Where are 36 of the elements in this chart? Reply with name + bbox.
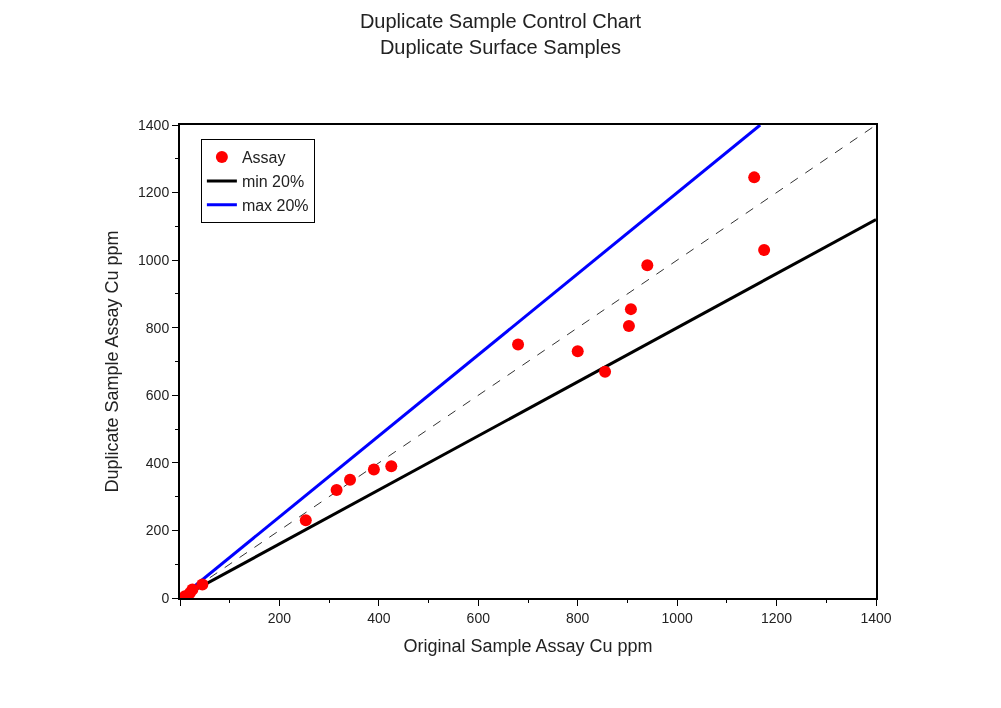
point (330, 483, 343, 496)
point (196, 578, 209, 591)
y-tick-label: 1400 (138, 116, 170, 133)
y-tick-label: 400 (145, 454, 170, 471)
x-tick-label: 1400 (860, 609, 892, 626)
x-tick-label: 600 (466, 609, 491, 626)
point (299, 514, 312, 527)
y-tick-label: 1200 (138, 184, 170, 201)
x-tick-label: 1200 (760, 609, 793, 626)
legend-label: min 20% (241, 173, 305, 191)
x-tick-label: 800 (566, 609, 590, 626)
point (748, 171, 761, 184)
point (512, 338, 525, 351)
point (624, 303, 637, 316)
y-tick-label: 0 (161, 589, 170, 606)
point (622, 320, 635, 333)
chart-title: Duplicate Sample Control Chart (359, 10, 642, 33)
legend-label: Assay (241, 149, 286, 167)
point (599, 365, 612, 378)
x-tick-label: 200 (267, 609, 292, 626)
y-tick-label: 600 (145, 387, 170, 404)
legend-label: max 20% (241, 196, 309, 214)
point (641, 259, 654, 272)
point (758, 244, 771, 256)
point (385, 460, 398, 473)
x-tick-label: 400 (367, 609, 391, 626)
chart-subtitle: Duplicate Surface Samples (379, 36, 622, 59)
y-axis-title: Duplicate Sample Assay Cu ppm (101, 230, 122, 493)
y-tick-label: 800 (145, 319, 170, 336)
point (571, 345, 584, 358)
x-tick-label: 1000 (661, 609, 693, 626)
point (344, 473, 357, 486)
y-tick-label: 200 (145, 522, 170, 539)
x-axis-title: Original Sample Assay Cu ppm (403, 636, 653, 657)
y-tick-label: 1000 (138, 252, 170, 269)
point (367, 463, 380, 476)
